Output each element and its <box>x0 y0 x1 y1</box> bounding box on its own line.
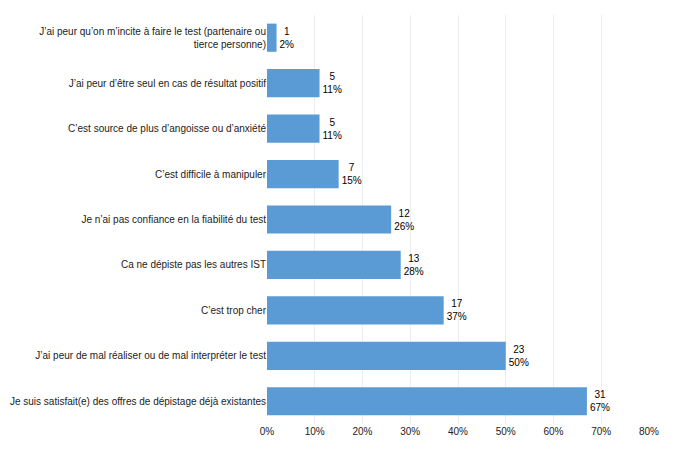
svg-text:715%: 715% <box>342 162 362 186</box>
svg-text:1737%: 1737% <box>447 298 467 322</box>
svg-text:Je suis satisfait(e) des offre: Je suis satisfait(e) des offres de dépis… <box>10 396 266 407</box>
svg-text:Ca ne dépiste pas les autres I: Ca ne dépiste pas les autres IST <box>121 259 266 270</box>
svg-text:50%: 50% <box>496 426 516 437</box>
svg-text:511%: 511% <box>323 117 342 141</box>
svg-text:J’ai peur qu’on m’incite à fai: J’ai peur qu’on m’incite à faire le test… <box>39 26 266 50</box>
svg-text:C’est difficile à manipuler: C’est difficile à manipuler <box>155 169 267 180</box>
svg-text:60%: 60% <box>543 426 563 437</box>
svg-text:0%: 0% <box>260 426 275 437</box>
svg-text:80%: 80% <box>639 426 659 437</box>
svg-text:30%: 30% <box>400 426 420 437</box>
svg-text:70%: 70% <box>591 426 611 437</box>
svg-text:C’est trop cher: C’est trop cher <box>201 305 267 316</box>
svg-text:J’ai peur de mal réaliser ou d: J’ai peur de mal réaliser ou de mal inte… <box>35 350 266 361</box>
svg-text:2350%: 2350% <box>509 344 529 368</box>
svg-text:1226%: 1226% <box>394 208 414 232</box>
svg-text:1328%: 1328% <box>404 253 424 277</box>
svg-text:3167%: 3167% <box>590 389 610 413</box>
svg-text:Je n’ai pas confiance en la fi: Je n’ai pas confiance en la fiabilité du… <box>81 214 266 225</box>
svg-text:40%: 40% <box>448 426 468 437</box>
svg-text:J’ai peur d’être seul en cas d: J’ai peur d’être seul en cas de résultat… <box>69 78 267 89</box>
svg-text:20%: 20% <box>352 426 372 437</box>
svg-text:511%: 511% <box>323 71 342 95</box>
svg-text:10%: 10% <box>305 426 325 437</box>
svg-text:12%: 12% <box>280 26 295 50</box>
svg-text:C’est source de plus d’angoiss: C’est source de plus d’angoisse ou d’anx… <box>68 123 266 134</box>
